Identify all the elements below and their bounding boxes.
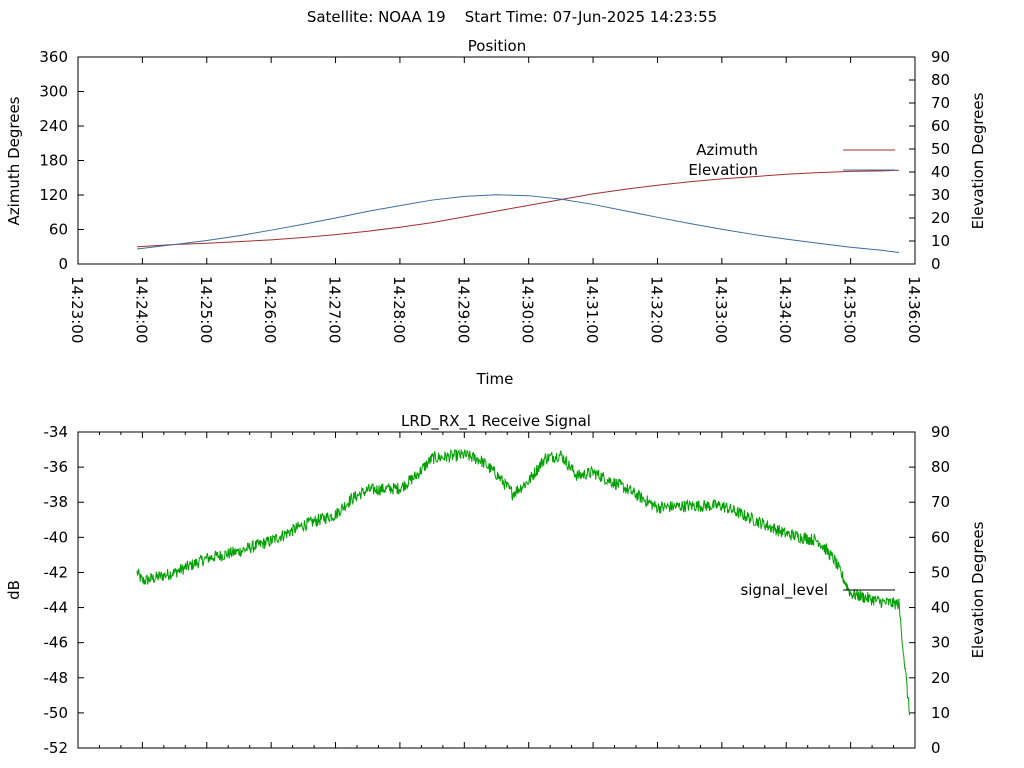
x-tick-label: 14:33:00: [712, 276, 730, 343]
y2-tick-label: 0: [931, 739, 941, 757]
x-tick-label: 14:35:00: [841, 276, 859, 343]
y2-tick-label: 10: [931, 704, 950, 722]
position-chart-ylabel: Azimuth Degrees: [5, 96, 23, 225]
x-tick-label: 14:30:00: [519, 276, 537, 343]
y-tick-label: 0: [58, 255, 68, 273]
x-tick-label: 14:34:00: [776, 276, 794, 343]
y-tick-label: -34: [44, 423, 69, 441]
position-chart-xlabel: Time: [476, 370, 514, 388]
y2-tick-label: 30: [931, 634, 950, 652]
y2-tick-label: 90: [931, 423, 950, 441]
y-tick-label: -46: [44, 634, 69, 652]
header-title: Satellite: NOAA 19 Start Time: 07-Jun-20…: [307, 8, 717, 26]
x-tick-label: 14:27:00: [326, 276, 344, 343]
y2-tick-label: 10: [931, 232, 950, 250]
y2-tick-label: 70: [931, 94, 950, 112]
y-tick-label: 360: [39, 48, 68, 66]
signal-chart-y2label: Elevation Degrees: [969, 521, 987, 658]
x-tick-label: 14:31:00: [583, 276, 601, 343]
x-tick-label: 14:23:00: [68, 276, 86, 343]
y-tick-label: 180: [39, 152, 68, 170]
plot-frame: [77, 431, 916, 749]
y2-tick-label: 70: [931, 493, 950, 511]
series-line-elevation: [136, 194, 899, 253]
plot-frame: [77, 56, 916, 265]
legend-label: Elevation: [688, 161, 758, 179]
x-tick-label: 14:25:00: [197, 276, 215, 343]
signal-chart: LRD_RX_1 Receive Signal dB Elevation Deg…: [5, 412, 987, 757]
y-tick-label: -38: [44, 493, 69, 511]
x-tick-label: 14:26:00: [261, 276, 279, 343]
y2-tick-label: 60: [931, 117, 950, 135]
y-tick-label: -44: [44, 599, 69, 617]
y2-tick-label: 20: [931, 209, 950, 227]
x-tick-label: 14:24:00: [132, 276, 150, 343]
y2-tick-label: 90: [931, 48, 950, 66]
y-tick-label: 60: [49, 221, 68, 239]
y2-tick-label: 20: [931, 669, 950, 687]
y-tick-label: -40: [44, 528, 69, 546]
x-tick-label: 14:28:00: [390, 276, 408, 343]
position-chart: Position Time Azimuth Degrees Elevation …: [5, 37, 987, 388]
y-tick-label: -36: [44, 458, 69, 476]
y-tick-label: 120: [39, 186, 68, 204]
y-tick-label: -42: [44, 563, 69, 581]
y2-tick-label: 60: [931, 528, 950, 546]
y2-tick-label: 0: [931, 255, 941, 273]
signal-chart-title: LRD_RX_1 Receive Signal: [401, 412, 591, 431]
y2-tick-label: 40: [931, 163, 950, 181]
y-tick-label: 300: [39, 83, 68, 101]
position-chart-y2label: Elevation Degrees: [969, 92, 987, 229]
y2-tick-label: 50: [931, 563, 950, 581]
x-tick-label: 14:36:00: [905, 276, 923, 343]
y2-tick-label: 50: [931, 140, 950, 158]
legend-label: Azimuth: [696, 141, 758, 159]
series-line-azimuth: [136, 169, 899, 248]
y2-tick-label: 80: [931, 458, 950, 476]
x-tick-label: 14:29:00: [454, 276, 472, 343]
y2-tick-label: 80: [931, 71, 950, 89]
y-tick-label: -52: [44, 739, 69, 757]
y2-tick-label: 40: [931, 599, 950, 617]
x-tick-label: 14:32:00: [647, 276, 665, 343]
y2-tick-label: 30: [931, 186, 950, 204]
legend-label: signal_level: [740, 581, 828, 600]
series-line-signal_level: [136, 448, 911, 716]
signal-chart-ylabel: dB: [5, 580, 23, 600]
y-tick-label: -48: [44, 669, 69, 687]
y-tick-label: -50: [44, 704, 69, 722]
y-tick-label: 240: [39, 117, 68, 135]
position-chart-title: Position: [468, 37, 526, 55]
